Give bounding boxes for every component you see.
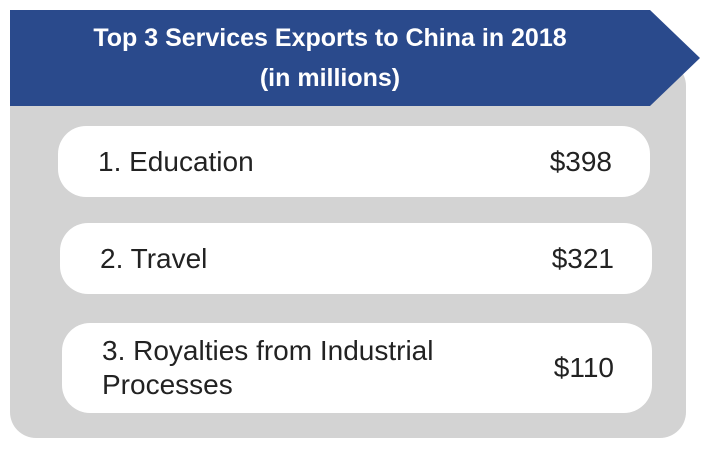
export-item-value: $321 bbox=[551, 242, 614, 274]
banner-title: Top 3 Services Exports to China in 2018 … bbox=[10, 10, 650, 106]
export-item-label: 3. Royalties from Industrial Processes bbox=[102, 335, 434, 400]
banner-arrow-shape bbox=[10, 10, 700, 106]
export-item-education: 1. Education $398 bbox=[58, 126, 650, 197]
export-item-label: 1. Education bbox=[98, 145, 254, 177]
banner-title-line-1: Top 3 Services Exports to China in 2018 bbox=[93, 24, 567, 52]
export-item-royalties: 3. Royalties from Industrial Processes $… bbox=[62, 323, 652, 413]
title-banner: Top 3 Services Exports to China in 2018 … bbox=[10, 10, 700, 106]
banner-title-line-2: (in millions) bbox=[259, 64, 401, 92]
export-item-travel: 2. Travel $321 bbox=[60, 223, 652, 294]
export-item-label: 2. Travel bbox=[100, 242, 208, 274]
export-item-value: $398 bbox=[549, 145, 612, 177]
export-item-value: $110 bbox=[553, 352, 614, 383]
